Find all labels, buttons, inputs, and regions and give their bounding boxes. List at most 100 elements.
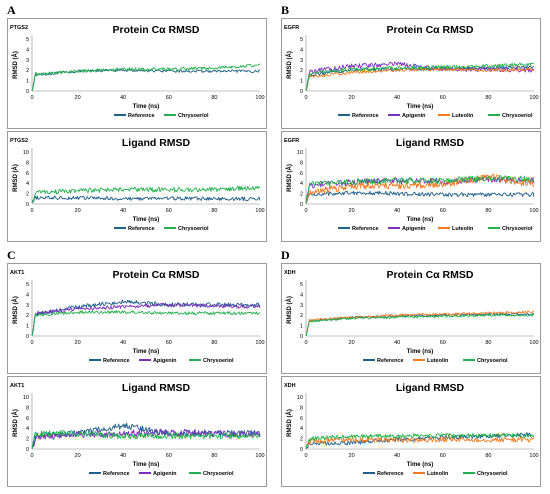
y-tick-label: 3 bbox=[300, 303, 303, 309]
y-axis-label: RMSD (Å) bbox=[12, 409, 19, 437]
chart-title: Protein Cα RMSD bbox=[113, 269, 200, 281]
y-axis-label: RMSD (Å) bbox=[286, 296, 293, 324]
legend-item-luteolin: Luteolin bbox=[438, 226, 474, 232]
y-tick-label: 0 bbox=[26, 334, 29, 340]
legend-item-chrysoeriol: Chrysoeriol bbox=[488, 226, 533, 232]
y-tick-label: 4 bbox=[300, 292, 303, 298]
legend-item-reference: Reference bbox=[363, 471, 404, 477]
chart-svg: Ligand RMSD PTGS2 RMSD (Å) Time (ns) 0 2 4 6 8 10… bbox=[10, 137, 265, 232]
panel-label-a: A bbox=[7, 3, 16, 17]
legend-item-reference: Reference bbox=[89, 358, 130, 364]
x-tick-label: 60 bbox=[166, 453, 172, 459]
y-tick-label: 4 bbox=[26, 292, 29, 298]
y-tick-label: 2 bbox=[26, 68, 29, 74]
x-tick-label: 40 bbox=[394, 453, 400, 459]
legend-item-apigenin: Apigenin bbox=[139, 471, 177, 477]
series-line-luteolin bbox=[305, 310, 535, 337]
legend-label: Reference bbox=[103, 471, 130, 477]
y-tick-label: 0 bbox=[300, 202, 303, 208]
y-tick-label: 5 bbox=[300, 282, 303, 288]
legend-label: Apigenin bbox=[153, 471, 177, 477]
y-tick-label: 4 bbox=[300, 47, 303, 53]
x-axis-label: Time (ns) bbox=[133, 217, 160, 223]
x-tick-label: 60 bbox=[440, 453, 446, 459]
legend-label: Chrysoeriol bbox=[477, 471, 508, 477]
x-tick-label: 80 bbox=[211, 208, 217, 214]
y-tick-label: 2 bbox=[300, 437, 303, 443]
legend-label: Reference bbox=[352, 113, 379, 119]
x-tick-label: 20 bbox=[349, 208, 355, 214]
x-tick-label: 40 bbox=[394, 340, 400, 346]
legend-item-reference: Reference bbox=[338, 226, 379, 232]
y-tick-label: 6 bbox=[26, 171, 29, 177]
x-tick-label: 20 bbox=[349, 95, 355, 101]
chart-d_prot: Protein Cα RMSD XDH RMSD (Å) Time (ns) 0 1 2 3 4… bbox=[281, 263, 541, 374]
legend-item-apigenin: Apigenin bbox=[388, 113, 426, 119]
x-axis-label: Time (ns) bbox=[407, 349, 434, 355]
y-axis-label: RMSD (Å) bbox=[12, 51, 19, 79]
protein-label: EGFR bbox=[284, 25, 299, 31]
y-tick-label: 1 bbox=[26, 324, 29, 330]
y-tick-label: 10 bbox=[297, 150, 303, 156]
chart-c_prot: Protein Cα RMSD AKT1 RMSD (Å) Time (ns) 0 1 2 3… bbox=[7, 263, 267, 374]
x-tick-label: 80 bbox=[211, 453, 217, 459]
y-tick-label: 4 bbox=[26, 426, 29, 432]
y-axis-label: RMSD (Å) bbox=[286, 51, 293, 79]
x-tick-label: 0 bbox=[30, 95, 33, 101]
series-line-chrysoeriol bbox=[305, 175, 535, 205]
chart-title: Ligand RMSD bbox=[396, 382, 465, 394]
series-line-reference bbox=[31, 195, 261, 203]
x-tick-label: 0 bbox=[30, 340, 33, 346]
x-tick-label: 20 bbox=[75, 208, 81, 214]
y-tick-label: 6 bbox=[26, 416, 29, 422]
y-tick-label: 2 bbox=[300, 68, 303, 74]
x-tick-label: 0 bbox=[304, 95, 307, 101]
legend-item-reference: Reference bbox=[114, 226, 155, 232]
legend-label: Chrysoeriol bbox=[502, 226, 533, 232]
y-tick-label: 5 bbox=[26, 37, 29, 43]
legend-item-chrysoeriol: Chrysoeriol bbox=[463, 358, 508, 364]
chart-c_lig: Ligand RMSD AKT1 RMSD (Å) Time (ns) 0 2 4 6 8 10 0… bbox=[7, 376, 267, 487]
x-tick-label: 100 bbox=[255, 95, 264, 101]
x-tick-label: 40 bbox=[120, 208, 126, 214]
x-tick-label: 40 bbox=[120, 340, 126, 346]
x-tick-label: 100 bbox=[529, 208, 538, 214]
legend-item-reference: Reference bbox=[338, 113, 379, 119]
panel-label-b: B bbox=[281, 3, 290, 17]
legend-item-chrysoeriol: Chrysoeriol bbox=[189, 358, 234, 364]
legend-item-reference: Reference bbox=[363, 358, 404, 364]
x-tick-label: 20 bbox=[349, 340, 355, 346]
series-line-chrysoeriol bbox=[31, 429, 261, 450]
panel-label-d: D bbox=[281, 248, 290, 262]
x-tick-label: 20 bbox=[75, 340, 81, 346]
x-tick-label: 0 bbox=[304, 340, 307, 346]
y-axis-label: RMSD (Å) bbox=[12, 296, 19, 324]
legend-item-reference: Reference bbox=[114, 113, 155, 119]
y-tick-label: 8 bbox=[300, 160, 303, 166]
series-line-apigenin bbox=[31, 428, 261, 450]
x-axis-label: Time (ns) bbox=[133, 462, 160, 468]
chart-svg: Protein Cα RMSD XDH RMSD (Å) Time (ns) 0 1 2 3 4… bbox=[284, 269, 539, 364]
x-axis-label: Time (ns) bbox=[407, 104, 434, 110]
y-tick-label: 0 bbox=[26, 447, 29, 453]
series-line-chrysoeriol bbox=[305, 433, 535, 448]
y-tick-label: 2 bbox=[26, 192, 29, 198]
y-tick-label: 5 bbox=[26, 282, 29, 288]
x-tick-label: 60 bbox=[440, 340, 446, 346]
x-tick-label: 20 bbox=[349, 453, 355, 459]
legend-label: Reference bbox=[128, 226, 155, 232]
series-line-chrysoeriol bbox=[305, 313, 534, 337]
y-tick-label: 1 bbox=[26, 79, 29, 85]
chart-title: Protein Cα RMSD bbox=[387, 269, 474, 281]
y-tick-label: 0 bbox=[300, 334, 303, 340]
legend-item-apigenin: Apigenin bbox=[388, 226, 426, 232]
x-tick-label: 80 bbox=[485, 340, 491, 346]
legend-label: Reference bbox=[128, 113, 155, 119]
y-tick-label: 4 bbox=[300, 181, 303, 187]
x-tick-label: 60 bbox=[166, 340, 172, 346]
y-tick-label: 6 bbox=[300, 416, 303, 422]
chart-title: Ligand RMSD bbox=[122, 137, 191, 149]
series-line-chrysoeriol bbox=[31, 63, 261, 92]
